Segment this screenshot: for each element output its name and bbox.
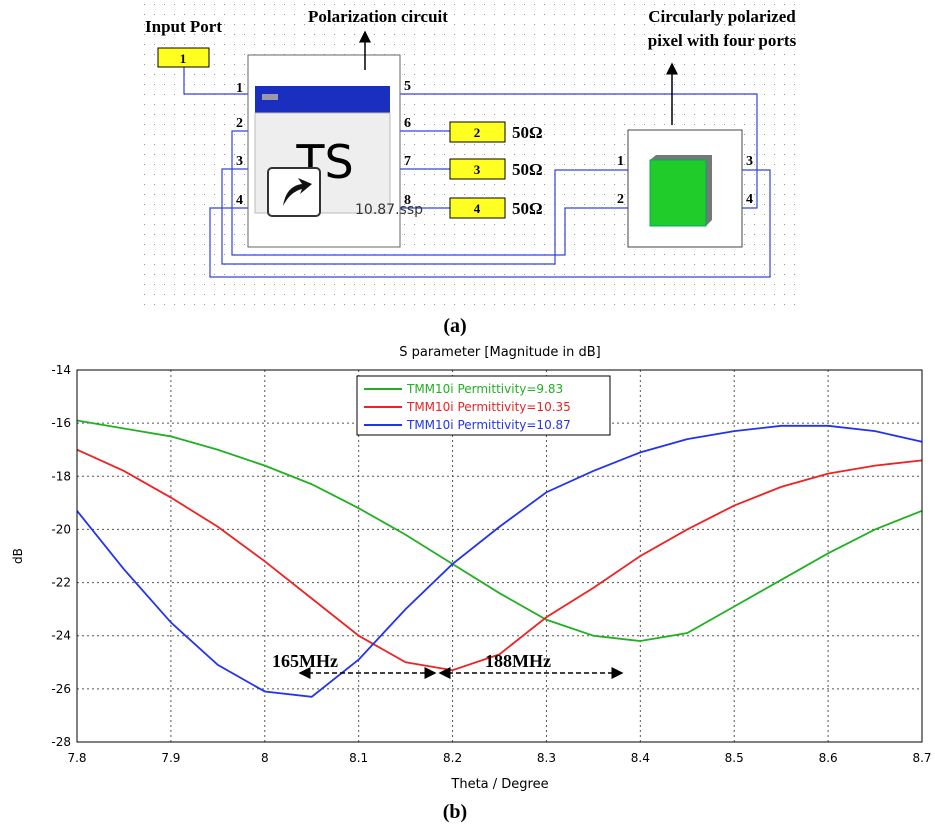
wire [231,130,628,256]
port-box [449,197,506,219]
x-tick-label: 8.1 [349,751,368,765]
pin-label: 3 [236,154,243,169]
pin-label: 5 [404,79,411,94]
title-bar-icon [262,94,278,100]
pin-label: 1 [236,81,243,96]
pin-label: 8 [404,193,411,208]
chart: S parameter [Magnitude in dB] Theta / De… [11,345,601,823]
x-tick-label: 7.8 [67,751,86,765]
wire [400,93,758,171]
y-tick-label: -16 [51,416,71,430]
y-tick-label: -24 [51,629,71,643]
series-line [76,424,923,698]
caption: (b) [443,801,467,823]
shortcut-arrow [283,178,312,206]
legend-label: TMM10i Permittivity=10.87 [406,418,571,432]
y-axis-label: dB [11,548,25,564]
port-label: 4 [474,201,481,216]
load-label: 50Ω [512,123,543,142]
load-label: 50Ω [512,199,543,218]
port-label: 2 [474,125,481,140]
x-axis-label: Theta / Degree [450,777,548,792]
legend-label: TMM10i Permittivity=10.35 [406,400,571,414]
wire [183,67,248,95]
port-label: 3 [474,162,481,177]
port-box [157,47,210,68]
pin-label: 6 [404,116,411,131]
load-label: 50Ω [512,160,543,179]
circuit-diagram: TS 10.87.ssp Polarization circuit Input … [140,0,800,337]
caption: (a) [443,315,466,337]
series-line [76,448,923,672]
pin-label: 4 [236,193,243,208]
wire [221,168,628,265]
x-tick-label: 8.6 [819,751,838,765]
pin-label: 7 [404,154,411,169]
input-label: Input Port [145,17,222,36]
port-label: 1 [180,51,187,66]
x-tick-label: 8.3 [537,751,556,765]
chart-title: S parameter [Magnitude in dB] [399,345,600,360]
port-box [449,158,506,180]
pin-label: 1 [617,154,624,169]
x-tick-label: 8 [261,751,269,765]
pixel-label: pixel with four ports [648,31,797,50]
annotation: 188MHz [485,651,551,671]
pixel-label: Circularly polarized [648,7,796,26]
series-line [76,419,923,642]
legend-label: TMM10i Permittivity=9.83 [406,382,563,396]
x-tick-label: 8.2 [443,751,462,765]
plot-border [76,369,923,743]
pin-label: 2 [617,192,624,207]
x-tick-label: 7.9 [161,751,180,765]
x-tick-label: 8.4 [631,751,650,765]
y-tick-label: -26 [51,682,71,696]
y-tick-label: -14 [51,363,71,377]
x-tick-label: 8.7 [912,751,931,765]
file-name: 10.87.ssp [355,202,423,218]
wire [742,170,758,209]
y-tick-label: -22 [51,576,71,590]
pin-label: 3 [746,154,753,169]
port-box [449,121,506,143]
circuit-label: Polarization circuit [308,7,448,26]
pixel [649,159,707,227]
x-tick-label: 8.5 [725,751,744,765]
pin-label: 4 [746,192,753,207]
y-tick-label: -20 [51,522,71,536]
y-tick-label: -28 [51,735,71,749]
pin-label: 2 [236,116,243,131]
annotation: 165MHz [272,651,338,671]
wire [209,169,771,278]
y-tick-label: -18 [51,469,71,483]
